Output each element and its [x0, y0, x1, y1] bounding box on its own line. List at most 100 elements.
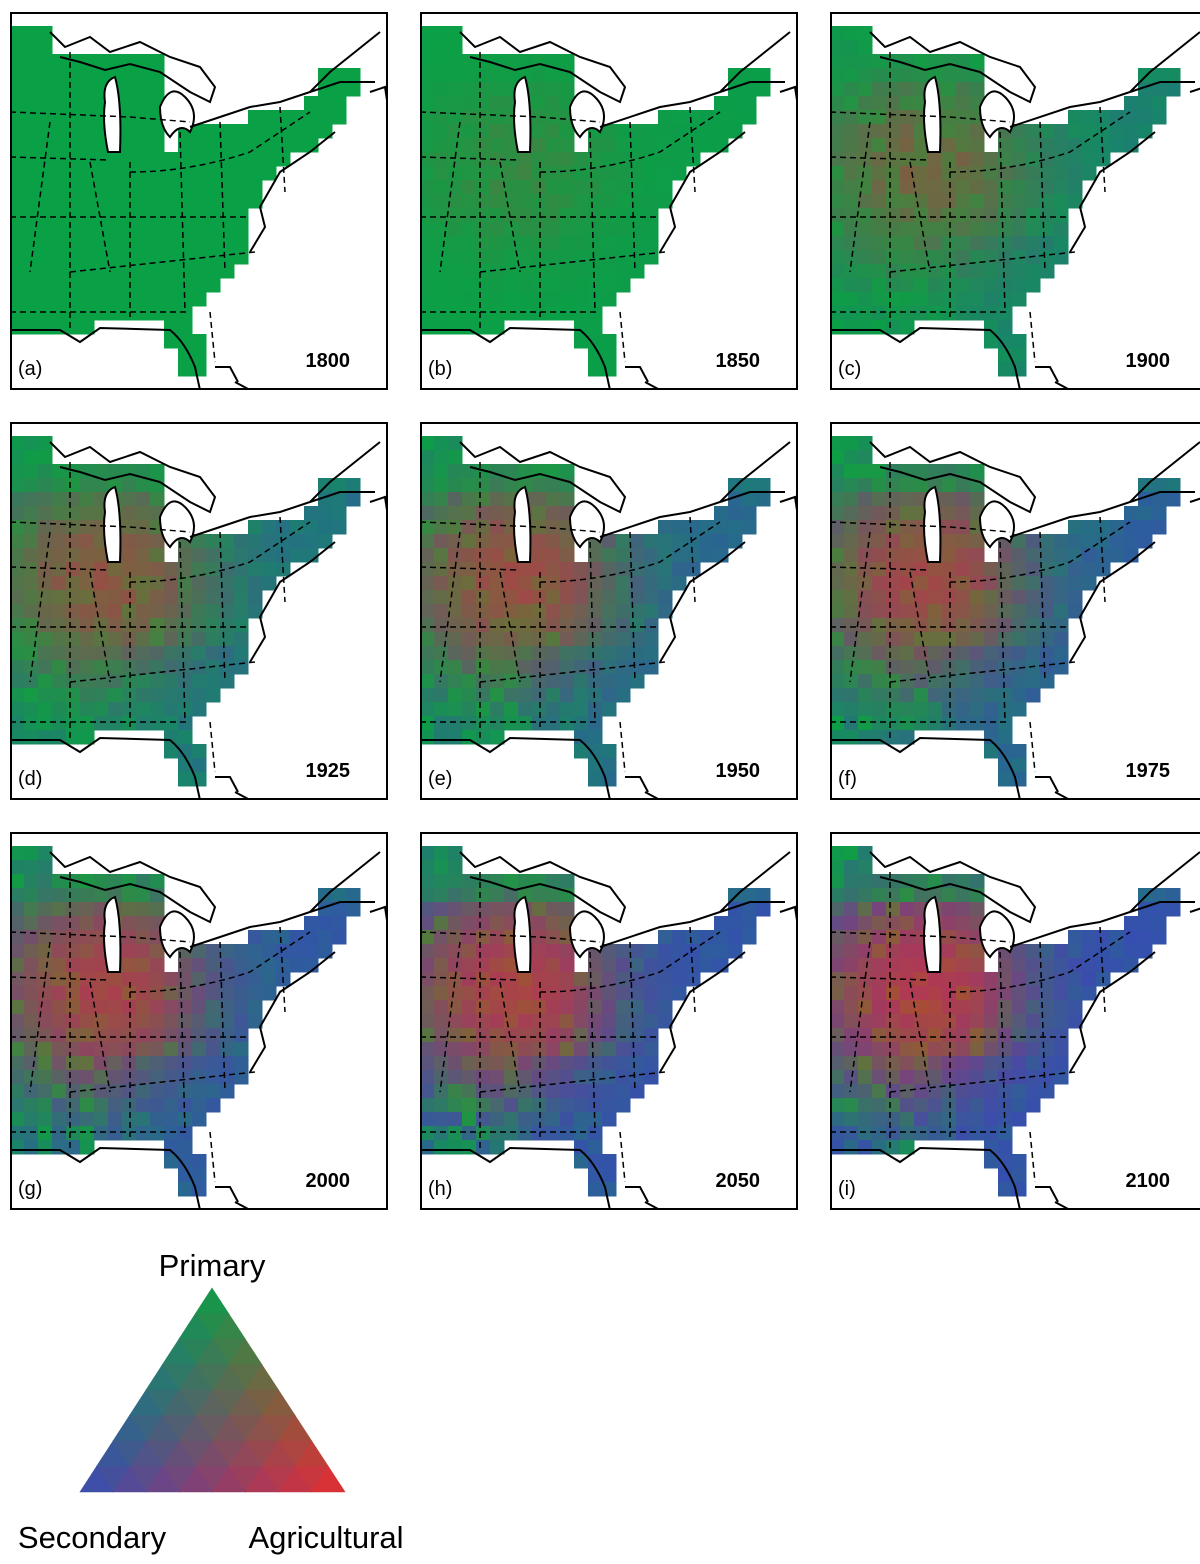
cell — [914, 986, 929, 1001]
cell — [1068, 138, 1083, 153]
cell — [476, 124, 491, 139]
cell — [304, 520, 319, 535]
cell — [844, 562, 859, 577]
panel-year: 2100 — [1126, 1170, 1171, 1192]
cell — [164, 576, 179, 591]
cell — [504, 986, 519, 1001]
cell — [24, 1056, 39, 1071]
cell — [532, 902, 547, 917]
cell — [872, 972, 887, 987]
cell — [858, 1140, 873, 1155]
cell — [448, 548, 463, 563]
cell — [602, 758, 617, 773]
cell — [66, 632, 81, 647]
cell — [858, 436, 873, 451]
cell — [332, 930, 347, 945]
cell — [872, 264, 887, 279]
cell — [602, 180, 617, 195]
cell — [588, 1140, 603, 1155]
cell — [1012, 264, 1027, 279]
cell — [956, 902, 971, 917]
cell — [518, 1056, 533, 1071]
cell — [728, 930, 743, 945]
cell — [66, 688, 81, 703]
cell — [844, 1000, 859, 1015]
cell — [94, 646, 109, 661]
cell — [1082, 548, 1097, 563]
cell — [504, 576, 519, 591]
cell — [588, 1084, 603, 1099]
cell — [420, 26, 435, 41]
cell — [970, 1042, 985, 1057]
cell — [1166, 478, 1181, 493]
cell — [504, 68, 519, 83]
cell — [616, 1056, 631, 1071]
cell — [574, 562, 589, 577]
cell — [630, 972, 645, 987]
cell — [560, 702, 575, 717]
cell — [830, 604, 845, 619]
cell — [914, 1084, 929, 1099]
cell — [490, 208, 505, 223]
cell — [560, 166, 575, 181]
cell — [108, 1028, 123, 1043]
panel-label: (h) — [428, 1178, 452, 1200]
cell — [970, 576, 985, 591]
cell — [1068, 1000, 1083, 1015]
cell — [1054, 1042, 1069, 1057]
cell — [1096, 520, 1111, 535]
cell — [206, 124, 221, 139]
cell — [10, 194, 25, 209]
cell — [434, 1112, 449, 1127]
cell — [80, 492, 95, 507]
cell — [956, 576, 971, 591]
cell — [476, 1000, 491, 1015]
cell — [830, 730, 845, 745]
cell — [1068, 972, 1083, 987]
cell — [262, 548, 277, 563]
cell — [644, 562, 659, 577]
cell — [248, 930, 263, 945]
cell — [532, 82, 547, 97]
cell — [38, 972, 53, 987]
cell — [616, 604, 631, 619]
cell — [66, 1126, 81, 1141]
cell — [616, 1084, 631, 1099]
cell — [164, 646, 179, 661]
cell — [434, 26, 449, 41]
cell — [1124, 534, 1139, 549]
cell — [66, 1056, 81, 1071]
cell — [956, 152, 971, 167]
cell — [984, 152, 999, 167]
cell — [476, 520, 491, 535]
cell — [490, 478, 505, 493]
cell — [900, 1056, 915, 1071]
cell — [504, 1126, 519, 1141]
cell — [420, 1112, 435, 1127]
cell — [872, 986, 887, 1001]
cell — [164, 180, 179, 195]
cell — [830, 930, 845, 945]
cell — [462, 1056, 477, 1071]
cell — [108, 660, 123, 675]
cell — [560, 180, 575, 195]
cell — [476, 618, 491, 633]
cell — [434, 548, 449, 563]
cell — [956, 972, 971, 987]
cell — [1012, 758, 1027, 773]
cell — [332, 492, 347, 507]
cell — [1152, 492, 1167, 507]
cell — [872, 1042, 887, 1057]
cell — [560, 1042, 575, 1057]
cell — [150, 222, 165, 237]
cell — [248, 124, 263, 139]
cell — [248, 138, 263, 153]
cell — [38, 320, 53, 335]
cell — [164, 222, 179, 237]
cell — [462, 68, 477, 83]
cell — [462, 972, 477, 987]
cell — [234, 576, 249, 591]
cell — [108, 604, 123, 619]
cell — [942, 1084, 957, 1099]
cell — [644, 548, 659, 563]
